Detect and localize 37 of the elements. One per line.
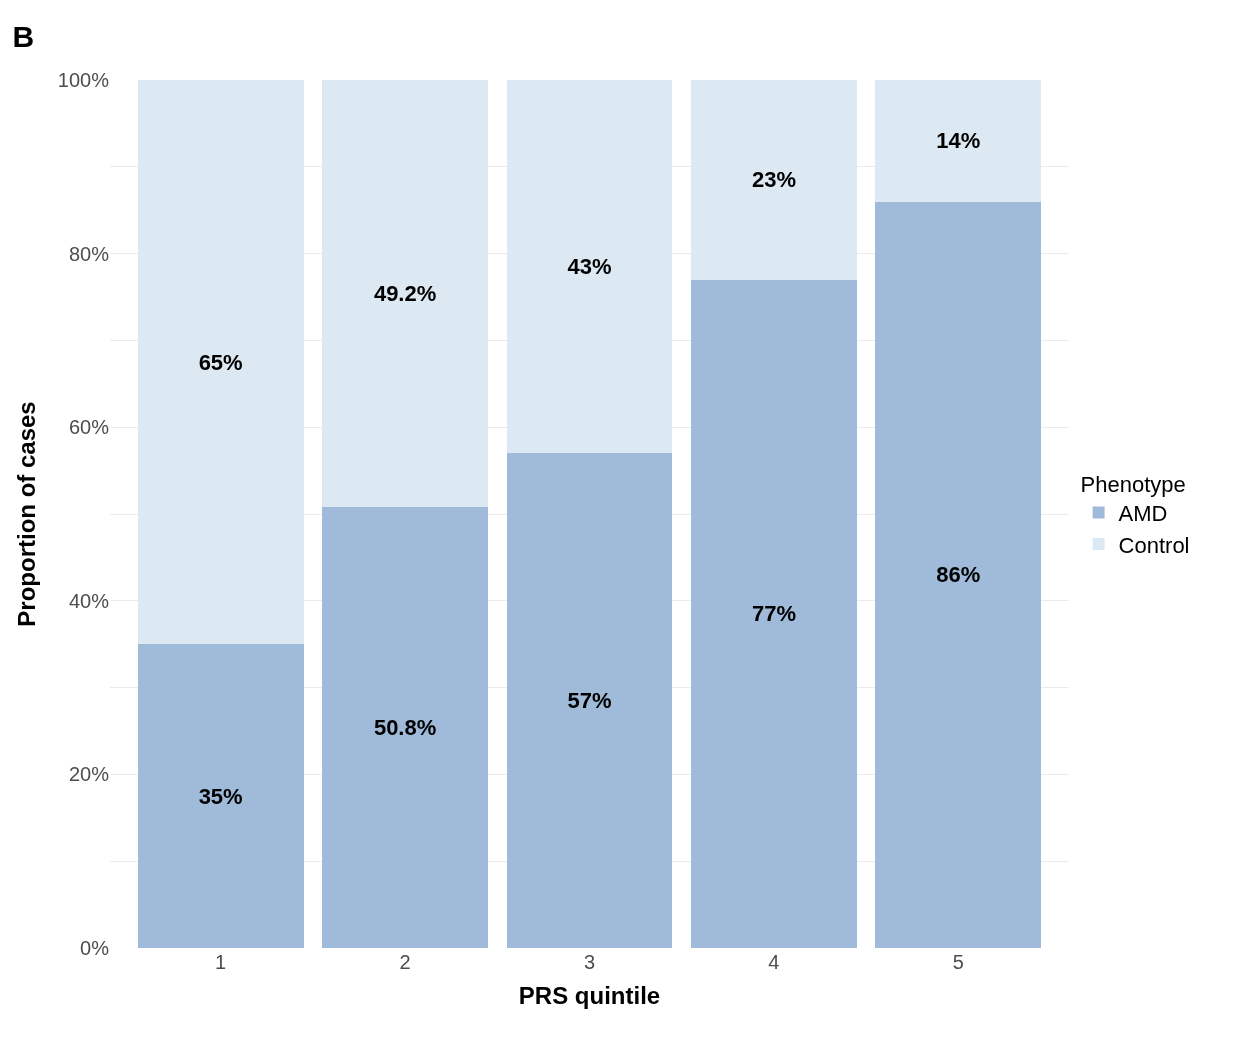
x-tick-label: 4 [768,951,780,973]
data-label: 57% [567,688,612,714]
y-tick-label: 0% [80,937,110,959]
data-label: 43% [567,254,612,280]
bar [322,507,489,948]
bar [506,453,673,948]
data-label: 77% [751,601,796,627]
y-tick-label: 20% [68,763,110,786]
legend-label: AMD [1118,500,1168,526]
y-tick-label: 60% [68,416,110,439]
y-tick-label: 100% [57,69,110,91]
legend-title: Phenotype [1080,471,1186,497]
data-label: 35% [198,783,243,809]
legend-label: Control [1118,532,1190,558]
bar [506,80,673,454]
bar [690,80,857,280]
data-label: 86% [936,562,981,588]
x-tick-label: 1 [215,951,227,973]
data-label: 23% [751,167,796,193]
bar [875,80,1042,202]
y-tick-label: 40% [68,589,110,612]
x-tick-label: 5 [952,951,964,973]
data-label: 65% [198,349,243,375]
x-tick-label: 2 [399,951,411,973]
bar [322,80,489,508]
chart-title: B [12,19,35,53]
data-label: 49.2% [373,281,437,307]
y-tick-label: 80% [68,242,110,265]
x-axis-title: PRS quintile [518,982,661,1010]
data-label: 50.8% [373,715,437,741]
bar [875,201,1042,948]
y-axis-title: Proportion of cases [12,401,40,627]
bar [137,644,304,948]
data-label: 14% [936,128,981,154]
bar [137,80,304,645]
bar [690,279,857,948]
x-tick-label: 3 [583,951,596,973]
